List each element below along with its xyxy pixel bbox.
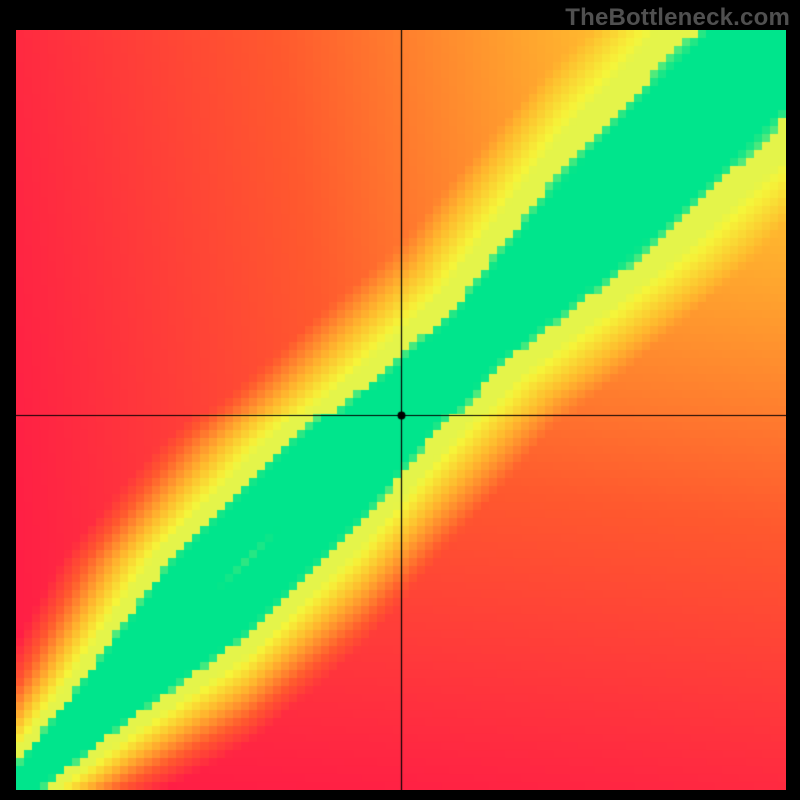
crosshair-overlay [16,30,786,790]
watermark-label: TheBottleneck.com [565,4,790,32]
chart-container: TheBottleneck.com [0,0,800,800]
